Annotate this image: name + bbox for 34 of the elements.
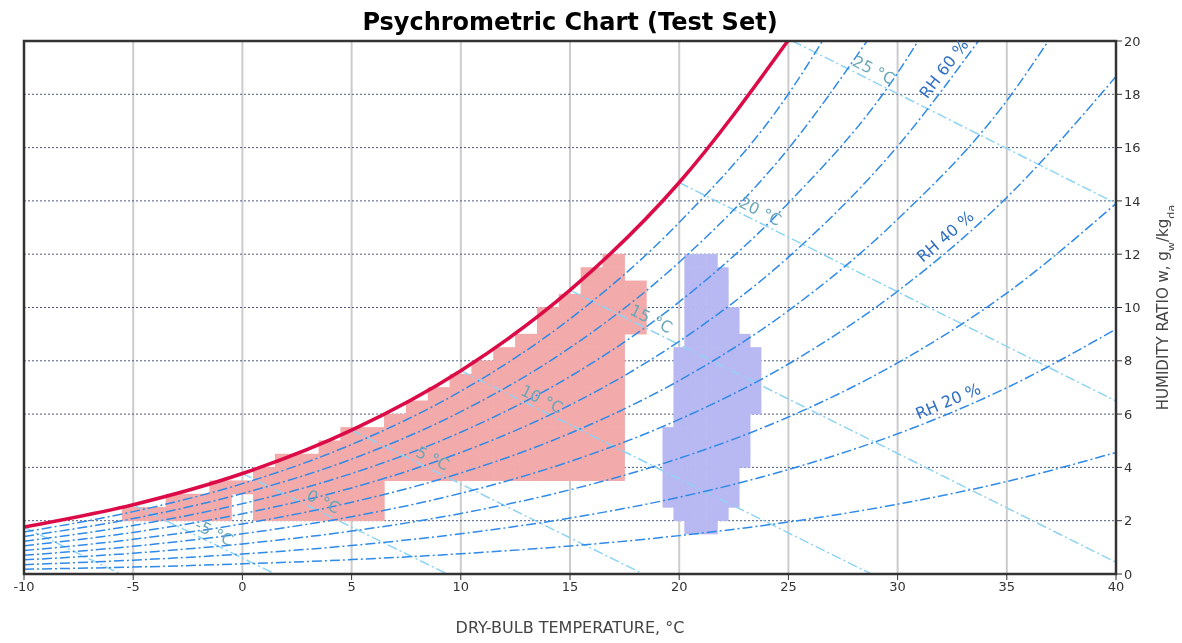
x-tick-label: 40 xyxy=(1107,579,1125,595)
chart-title: Psychrometric Chart (Test Set) xyxy=(362,8,778,36)
x-tick-label: 10 xyxy=(452,579,470,595)
x-tick-label: 5 xyxy=(347,579,356,595)
x-tick-label: 0 xyxy=(238,579,247,595)
y-tick-label: 2 xyxy=(1124,513,1133,529)
x-tick-label: 25 xyxy=(780,579,797,595)
y-tick-label: 6 xyxy=(1124,406,1133,422)
text: 10 °C xyxy=(517,380,567,418)
text: -5 °C xyxy=(192,515,237,550)
text: RH 20 % xyxy=(912,378,984,424)
text: 0 °C xyxy=(303,485,344,518)
x-tick-label: 15 xyxy=(561,579,579,595)
text: 20 °C xyxy=(736,192,785,230)
x-tick-label: -10 xyxy=(13,579,35,595)
x-tick-label: 30 xyxy=(889,579,906,595)
y-tick-label: 12 xyxy=(1124,246,1141,262)
y-tick-label: 8 xyxy=(1124,353,1133,369)
x-tick-label: 20 xyxy=(670,579,688,595)
y-tick-label: 4 xyxy=(1124,460,1133,476)
text: RH 60 % xyxy=(915,35,973,102)
y-tick-label: 18 xyxy=(1124,86,1141,102)
y-tick-label: 0 xyxy=(1124,566,1133,582)
text: 15 °C xyxy=(626,300,676,338)
y-tick-label: 20 xyxy=(1124,33,1141,49)
y-tick-label: 10 xyxy=(1124,300,1141,316)
x-axis-title: DRY-BULB TEMPERATURE, °C xyxy=(455,618,685,637)
x-tick-label: 35 xyxy=(998,579,1016,595)
text: RH 40 % xyxy=(913,206,978,267)
x-tick-label: -5 xyxy=(126,579,140,595)
text: 5 °C xyxy=(413,442,453,475)
y-tick-label: 16 xyxy=(1124,140,1141,156)
y-tick-label: 14 xyxy=(1124,193,1141,209)
text: 25 °C xyxy=(849,51,898,89)
